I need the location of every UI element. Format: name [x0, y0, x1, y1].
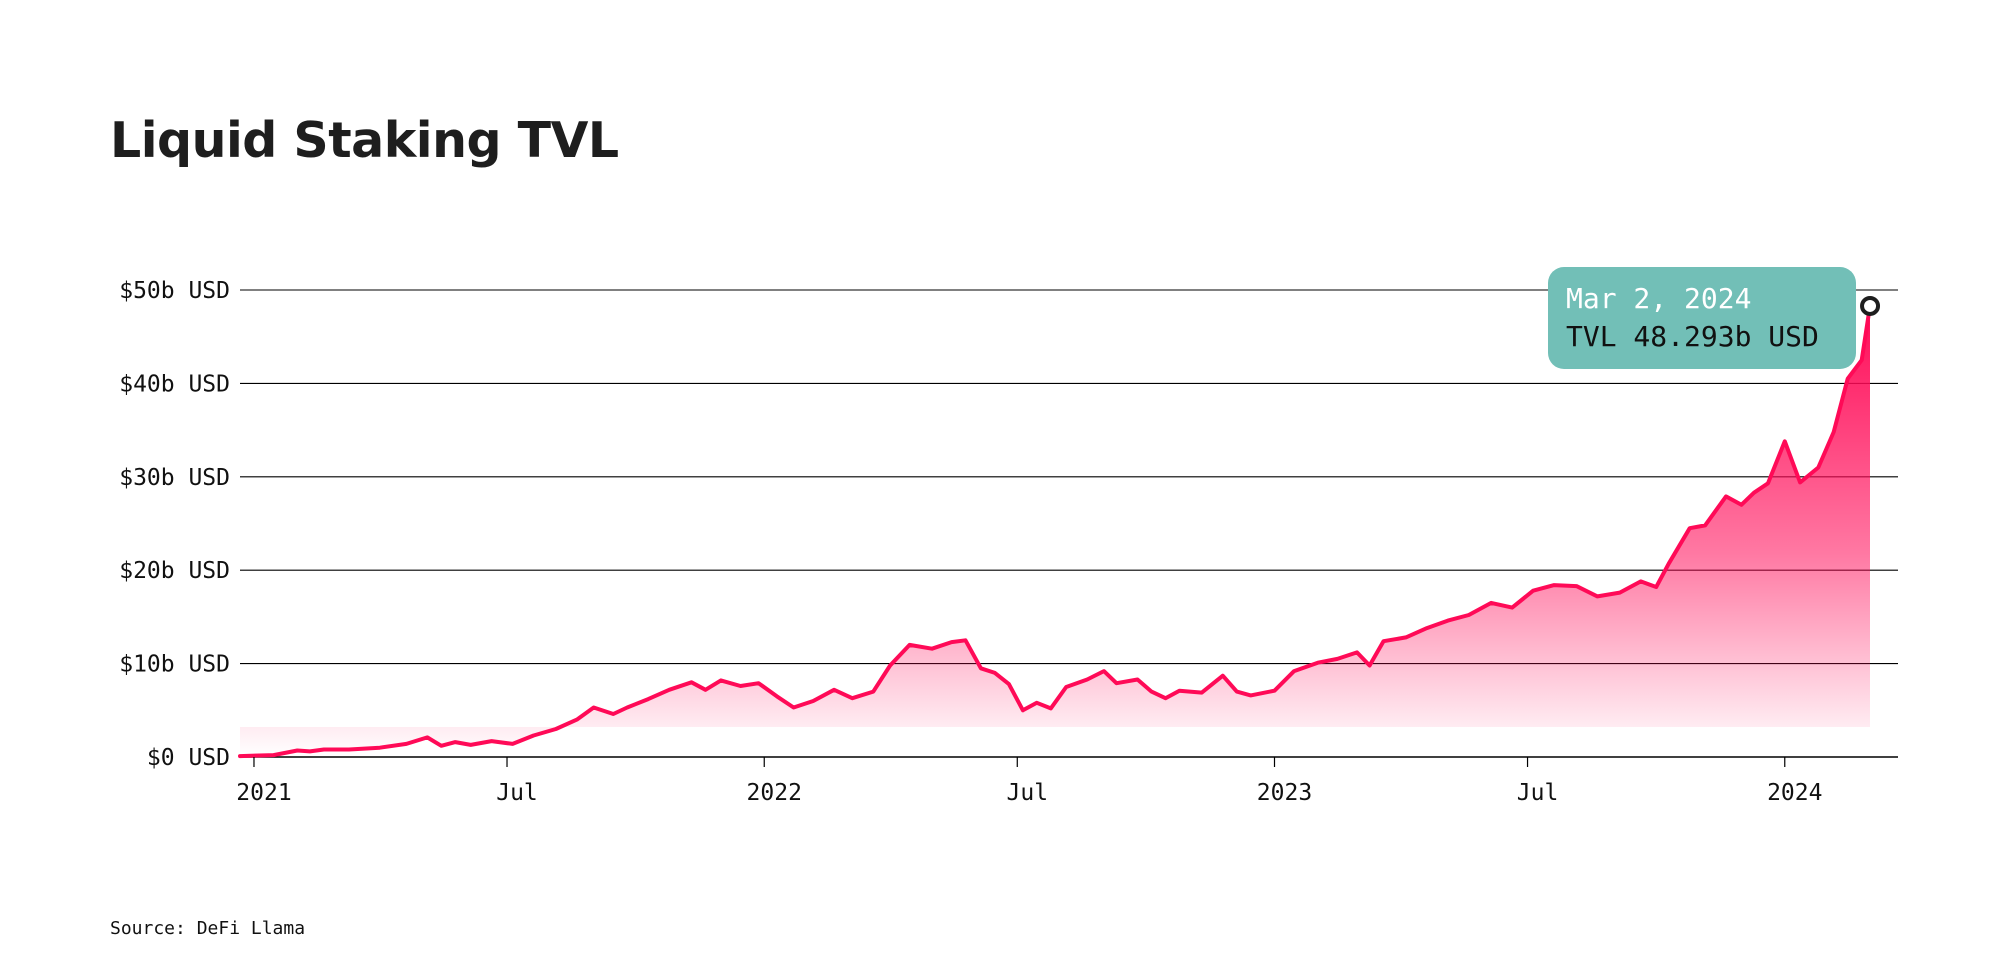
x-tick-label: Jul [1007, 780, 1049, 806]
x-tick-label: Jul [496, 780, 538, 806]
x-tick-label: 2021 [236, 780, 291, 806]
tooltip-value: TVL 48.293b USD [1566, 320, 1819, 353]
last-point-circle [1860, 295, 1881, 316]
series-line [238, 303, 1872, 759]
x-tick-label: 2024 [1767, 780, 1822, 806]
y-tick-label: $10b USD [119, 652, 230, 678]
tooltip-box [1548, 267, 1856, 369]
x-axis: 2021 Jul 2022 Jul 2023 Jul 2024 [236, 757, 1822, 806]
x-tick-label: 2022 [747, 780, 802, 806]
y-tick-label: $30b USD [119, 465, 230, 491]
y-tick-label: $0 USD [147, 745, 230, 771]
y-axis: $0 USD $10b USD $20b USD $30b USD $40b USD $5… [119, 278, 230, 771]
x-tick-label: 2023 [1257, 780, 1312, 806]
chart-title: Liquid Staking TVL [110, 112, 619, 169]
source-note: Source: DeFi Llama [110, 918, 306, 939]
last-point-marker [1860, 295, 1881, 316]
area-fill [240, 305, 1870, 757]
tooltip-date: Mar 2, 2024 [1566, 282, 1752, 315]
y-tick-label: $20b USD [119, 558, 230, 584]
x-tick-label: Jul [1517, 780, 1559, 806]
y-tick-label: $40b USD [119, 371, 230, 397]
y-tick-label: $50b USD [119, 278, 230, 304]
series-area [238, 303, 1872, 759]
